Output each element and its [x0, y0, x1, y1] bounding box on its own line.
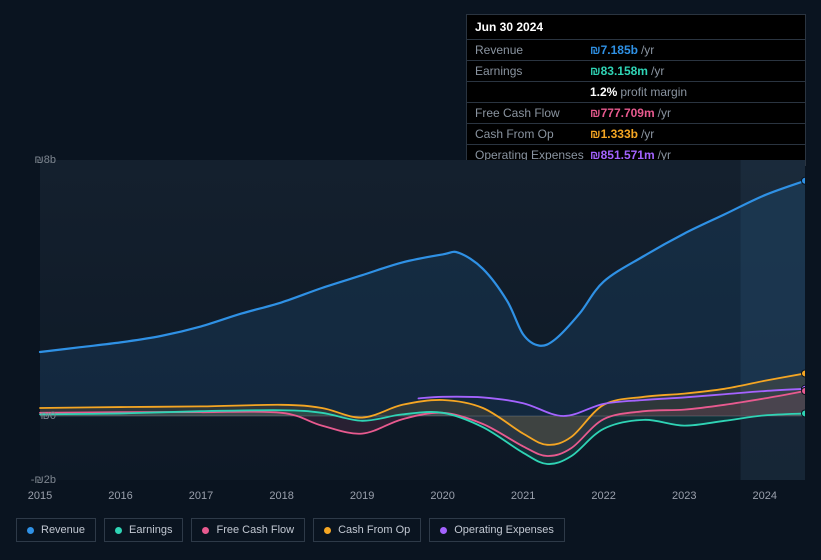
legend-dot-icon [440, 527, 447, 534]
tooltip-label: Earnings [475, 65, 590, 77]
legend-label: Revenue [41, 524, 85, 536]
chart-legend: Revenue Earnings Free Cash Flow Cash From O… [16, 518, 565, 542]
tooltip-unit: /yr [641, 43, 654, 57]
legend-label: Earnings [129, 524, 172, 536]
legend-item[interactable]: Free Cash Flow [191, 518, 305, 542]
x-axis-label: 2021 [511, 490, 535, 502]
legend-label: Operating Expenses [454, 524, 554, 536]
legend-dot-icon [27, 527, 34, 534]
tooltip-label: Cash From Op [475, 128, 590, 140]
y-axis-label: -₪2b [16, 474, 56, 486]
tooltip-value: ₪83.158m [590, 64, 648, 78]
tooltip-row: 1.2%profit margin [467, 82, 805, 103]
tooltip-unit: /yr [651, 64, 664, 78]
x-axis-label: 2017 [189, 490, 213, 502]
tooltip-value: ₪777.709m [590, 106, 655, 120]
x-axis-label: 2015 [28, 490, 52, 502]
tooltip-row: Revenue₪7.185b/yr [467, 40, 805, 61]
tooltip-row: Free Cash Flow₪777.709m/yr [467, 103, 805, 124]
tooltip-label: Free Cash Flow [475, 107, 590, 119]
x-axis-label: 2024 [752, 490, 776, 502]
legend-dot-icon [202, 527, 209, 534]
tooltip-value: ₪1.333b [590, 127, 638, 141]
x-axis-label: 2016 [108, 490, 132, 502]
legend-item[interactable]: Cash From Op [313, 518, 421, 542]
legend-item[interactable]: Earnings [104, 518, 183, 542]
x-axis-label: 2023 [672, 490, 696, 502]
series-end-marker [802, 177, 806, 184]
tooltip-unit: profit margin [620, 85, 687, 99]
x-axis-label: 2022 [591, 490, 615, 502]
legend-label: Cash From Op [338, 524, 410, 536]
x-axis-label: 2018 [269, 490, 293, 502]
tooltip-value: 1.2% [590, 85, 617, 99]
y-axis-label: ₪8b [16, 154, 56, 166]
legend-dot-icon [115, 527, 122, 534]
legend-item[interactable]: Revenue [16, 518, 96, 542]
y-axis-label: ₪0 [16, 410, 56, 422]
chart-tooltip: Jun 30 2024Revenue₪7.185b/yrEarnings₪83.… [466, 14, 806, 166]
tooltip-label [475, 86, 590, 98]
series-end-marker [802, 410, 806, 417]
financials-chart: ₪8b₪0-₪2b 201520162017201820192020202120… [16, 160, 805, 500]
legend-label: Free Cash Flow [216, 524, 294, 536]
legend-dot-icon [324, 527, 331, 534]
tooltip-row: Cash From Op₪1.333b/yr [467, 124, 805, 145]
tooltip-header: Jun 30 2024 [467, 15, 805, 40]
tooltip-unit: /yr [641, 127, 654, 141]
x-axis-label: 2019 [350, 490, 374, 502]
legend-item[interactable]: Operating Expenses [429, 518, 565, 542]
tooltip-label: Revenue [475, 44, 590, 56]
tooltip-unit: /yr [658, 106, 671, 120]
x-axis-label: 2020 [430, 490, 454, 502]
tooltip-value: ₪7.185b [590, 43, 638, 57]
series-end-marker [802, 370, 806, 377]
tooltip-row: Earnings₪83.158m/yr [467, 61, 805, 82]
series-end-marker [802, 388, 806, 395]
